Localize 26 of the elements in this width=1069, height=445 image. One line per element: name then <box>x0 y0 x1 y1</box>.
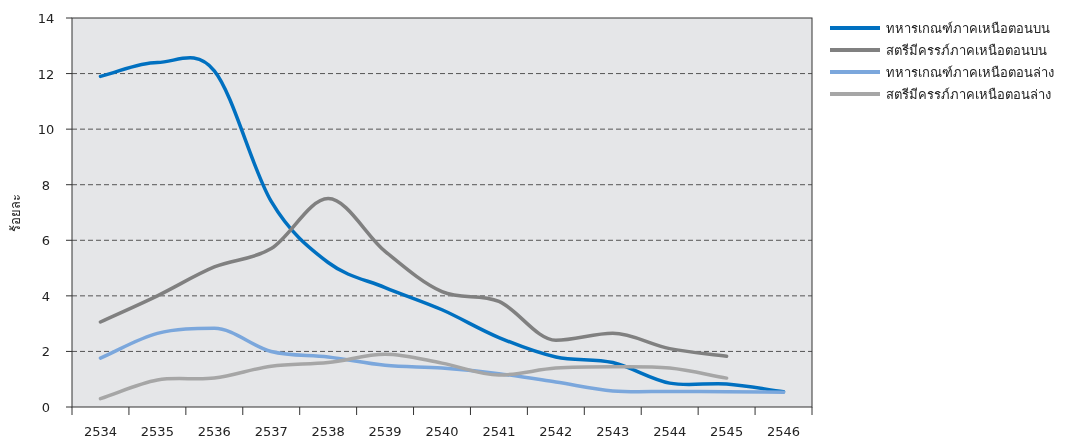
legend-label: ทหารเกณฑ์ภาคเหนือตอนบน <box>886 21 1050 36</box>
x-tick-label: 2540 <box>425 424 459 439</box>
x-tick-label: 2542 <box>539 424 573 439</box>
y-tick-label: 4 <box>41 288 51 304</box>
y-tick-label: 2 <box>41 344 51 360</box>
x-tick-label: 2536 <box>197 424 231 439</box>
y-axis-title: ร้อยละ <box>8 193 23 232</box>
x-tick-label: 2534 <box>83 424 118 439</box>
y-tick-label: 14 <box>37 11 55 26</box>
x-tick-label: 2541 <box>482 424 516 439</box>
y-tick-label: 8 <box>41 177 51 193</box>
legend-label: สตรีมีครรภ์ภาคเหนือตอนบน <box>886 43 1047 58</box>
y-tick-label: 6 <box>41 233 51 249</box>
x-tick-label: 2545 <box>710 424 744 439</box>
x-tick-label: 2543 <box>596 424 630 439</box>
y-tick-label: 12 <box>37 66 55 82</box>
x-tick-label: 2539 <box>368 424 402 439</box>
legend-label: ทหารเกณฑ์ภาคเหนือตอนล่าง <box>886 65 1054 80</box>
y-tick-label: 10 <box>37 122 55 138</box>
x-tick-label: 2537 <box>254 424 288 439</box>
y-tick-label: 0 <box>41 400 51 415</box>
x-tick-label: 2544 <box>653 424 687 439</box>
legend-label: สตรีมีครรภ์ภาคเหนือตอนล่าง <box>886 87 1051 102</box>
x-tick-label: 2546 <box>766 424 801 439</box>
x-tick-label: 2535 <box>140 424 174 439</box>
x-tick-label: 2538 <box>311 424 345 439</box>
